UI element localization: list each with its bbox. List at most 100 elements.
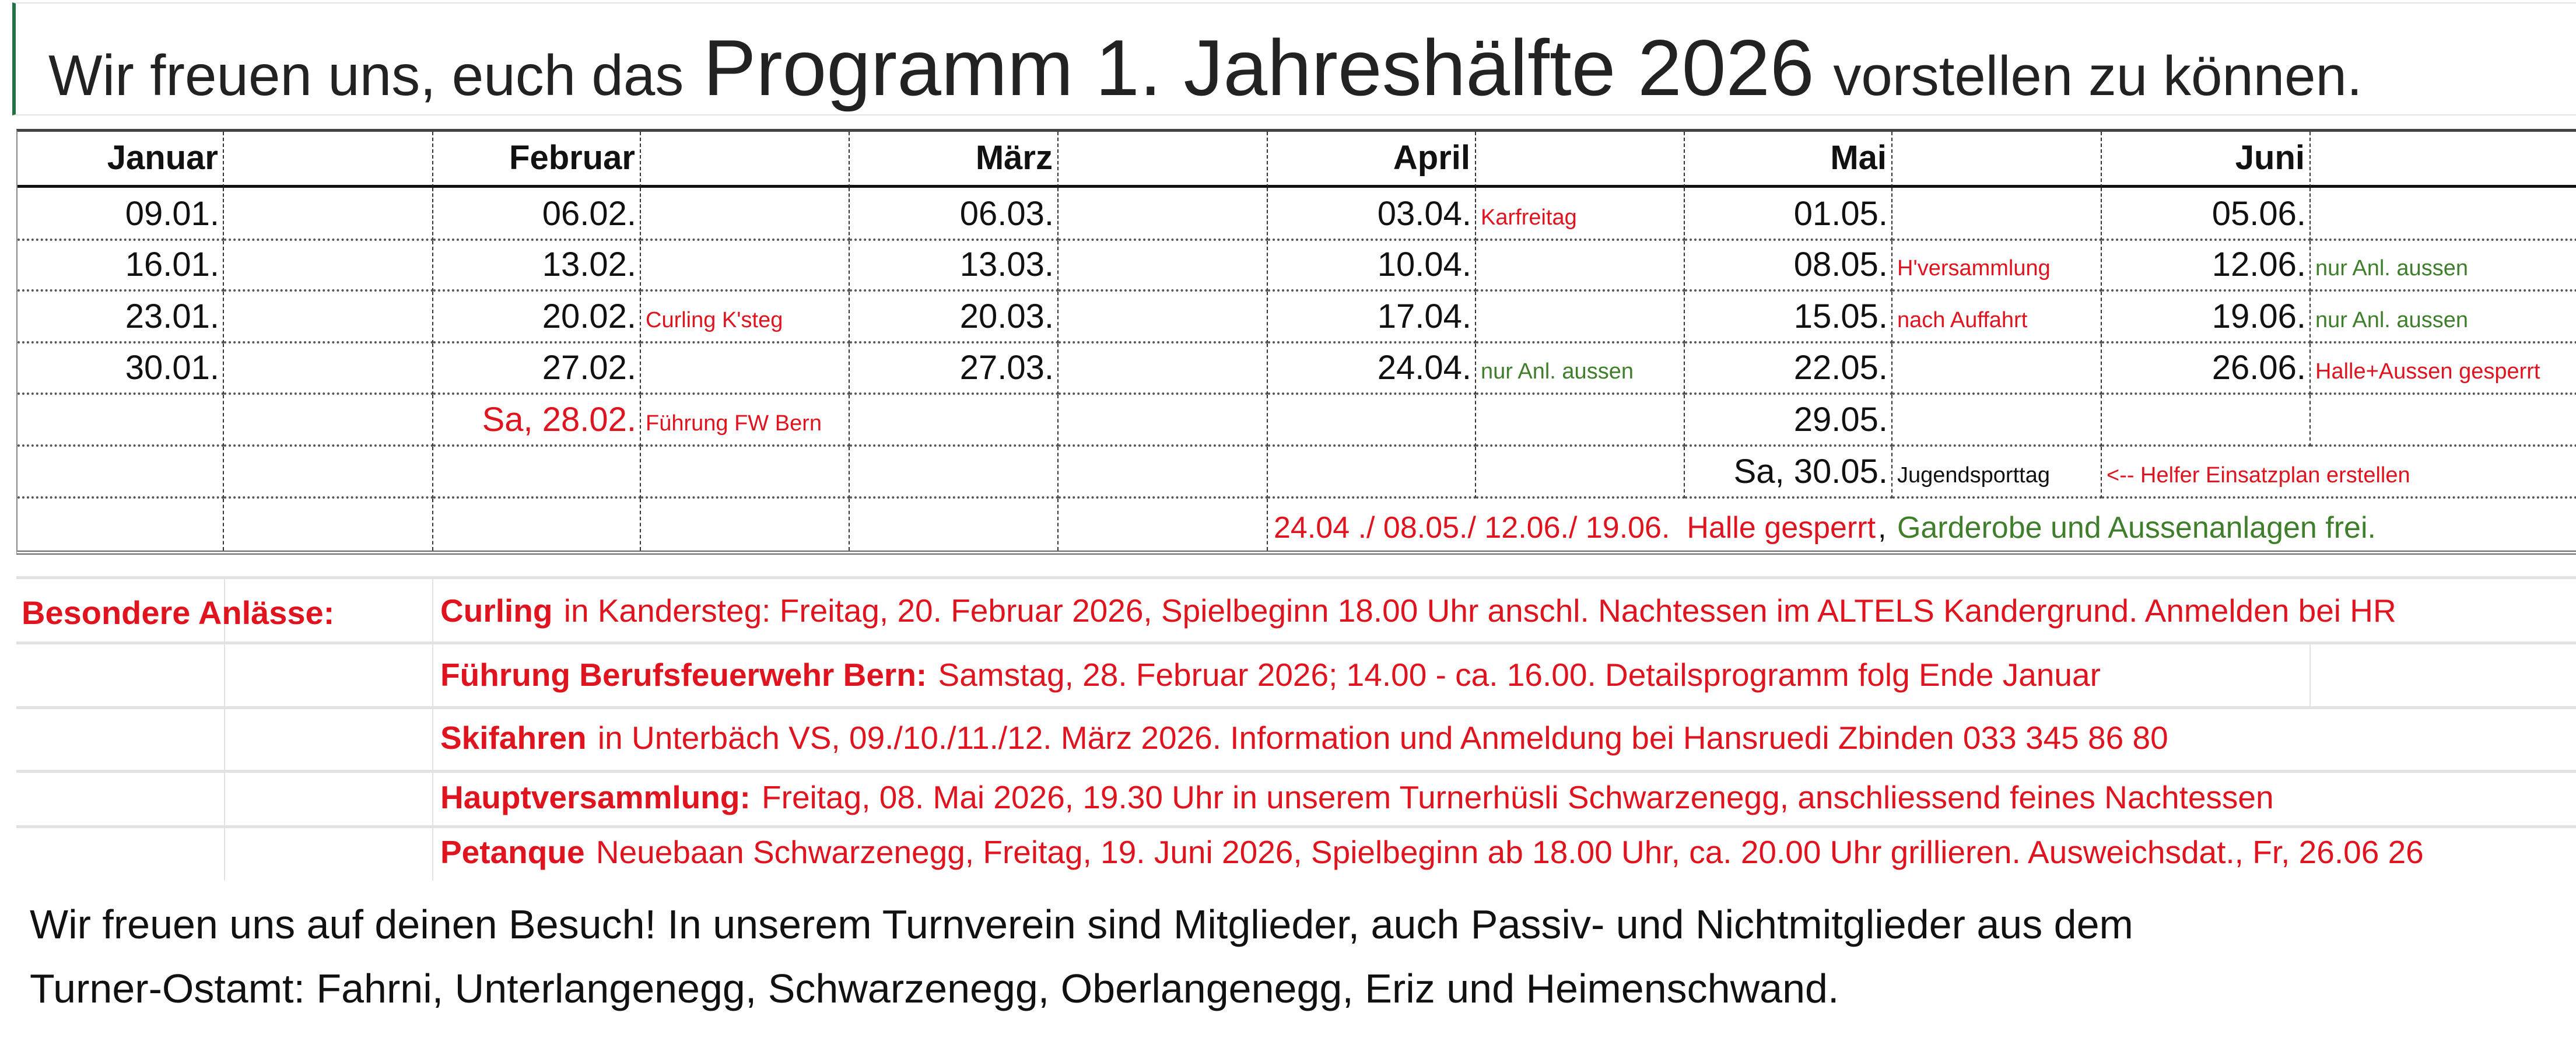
note-cell <box>224 344 433 395</box>
month-header: März <box>850 132 1059 188</box>
date-cell: 12.06. <box>2102 241 2311 292</box>
note-cell <box>1059 395 1268 447</box>
date-cell: 17.04. <box>1268 292 1476 344</box>
date-cell: 20.03. <box>850 292 1059 344</box>
note-text: nur Anl. aussen <box>1481 359 1634 384</box>
note-cell <box>1059 188 1268 241</box>
date-cell: 27.03. <box>850 344 1059 395</box>
date-cell: 09.01. <box>17 188 224 241</box>
note-cell <box>1059 447 1268 499</box>
title-banner: Wir freuen uns, euch das Programm 1. Jah… <box>12 2 2576 115</box>
title-program: Programm 1. Jahreshälfte 2026 <box>703 23 1814 112</box>
date-text: 27.03. <box>959 349 1054 387</box>
date-cell: Sa, 28.02. <box>433 395 641 447</box>
date-cell: 03.04. <box>1268 188 1476 241</box>
header-cell <box>1892 132 2102 188</box>
event-curling: Curling in Kandersteg: Freitag, 20. Febr… <box>440 591 2396 630</box>
date-cell <box>1268 395 1476 447</box>
date-cell: 05.06. <box>2102 188 2311 241</box>
note-cell: nach Auffahrt <box>1892 292 2102 344</box>
title-intro: Wir freuen uns, euch das <box>48 43 700 107</box>
date-cell: 13.03. <box>850 241 1059 292</box>
date-cell: 06.03. <box>850 188 1059 241</box>
date-cell: 27.02. <box>433 344 641 395</box>
date-text: 20.03. <box>959 297 1054 336</box>
date-text: 09.01. <box>125 195 219 233</box>
note-text: <-- Helfer Einsatzplan erstellen <box>2107 463 2410 488</box>
date-cell <box>850 447 1059 499</box>
date-text: 20.02. <box>542 297 636 336</box>
footer-line-1: Wir freuen uns auf deinen Besuch! In uns… <box>30 902 2133 947</box>
date-cell: 13.02. <box>433 241 641 292</box>
date-text: Sa, 30.05. <box>1733 453 1888 491</box>
date-cell: 10.04. <box>1268 241 1476 292</box>
event-hauptversammlung: Hauptversammlung: Freitag, 08. Mai 2026,… <box>440 778 2274 816</box>
note-text: Jugendsporttag <box>1897 463 2050 488</box>
event-details: Freitag, 08. Mai 2026, 19.30 Uhr in unse… <box>752 779 2274 815</box>
date-text: 22.05. <box>1793 349 1888 387</box>
note-text: nur Anl. aussen <box>2315 308 2468 333</box>
date-text: 05.06. <box>2211 195 2306 233</box>
event-petanque: Petanque Neuebaan Schwarzenegg, Freitag,… <box>440 833 2424 871</box>
date-text: 12.06. <box>2211 246 2306 284</box>
note-cell <box>224 188 433 241</box>
grid-line <box>2309 642 2311 706</box>
date-text: 08.05. <box>1793 246 1888 284</box>
date-text: 24.04. <box>1377 349 1471 387</box>
note-cell <box>224 395 433 447</box>
empty-cell <box>1059 499 1268 551</box>
date-text: 13.02. <box>542 246 636 284</box>
note-cell: nur Anl. aussen <box>2311 292 2576 344</box>
month-header: Juni <box>2102 132 2311 188</box>
date-cell: Sa, 30.05. <box>1685 447 1892 499</box>
note-cell: Halle+Aussen gesperrt <box>2311 344 2576 395</box>
date-cell <box>2102 395 2311 447</box>
note-cell <box>1892 344 2102 395</box>
note-cell <box>641 447 850 499</box>
note-cell <box>641 188 850 241</box>
date-cell <box>17 395 224 447</box>
date-cell <box>1268 447 1476 499</box>
month-header: April <box>1268 132 1476 188</box>
event-details: Samstag, 28. Februar 2026; 14.00 - ca. 1… <box>929 657 2101 693</box>
event-name: Petanque <box>440 834 585 870</box>
date-text: 23.01. <box>125 297 219 336</box>
date-text: 16.01. <box>125 246 219 284</box>
note-cell: Führung FW Bern <box>641 395 850 447</box>
date-cell: 06.02. <box>433 188 641 241</box>
note-cell <box>1059 241 1268 292</box>
note-text: nur Anl. aussen <box>2315 256 2468 281</box>
note-text: nach Auffahrt <box>1897 308 2028 333</box>
special-events-section: Besondere Anlässe: Curling in Kandersteg… <box>16 576 2576 881</box>
date-text: 29.05. <box>1793 401 1888 439</box>
note-cell <box>1476 292 1685 344</box>
empty-cell <box>433 499 641 551</box>
note-text: Führung FW Bern <box>646 411 822 436</box>
header-cell <box>224 132 433 188</box>
note-cell <box>641 241 850 292</box>
note-cell: nur Anl. aussen <box>1476 344 1685 395</box>
row-divider <box>16 770 2576 773</box>
note-cell: Karfreitag <box>1476 188 1685 241</box>
event-details: Neuebaan Schwarzenegg, Freitag, 19. Juni… <box>587 834 2424 870</box>
event-name: Curling <box>440 593 553 629</box>
note-cell <box>1476 395 1685 447</box>
note-cell <box>1892 395 2102 447</box>
note-cell <box>1476 447 1685 499</box>
date-text: Sa, 28.02. <box>482 401 636 439</box>
event-fuehrung: Führung Berufsfeuerwehr Bern: Samstag, 2… <box>440 656 2101 694</box>
event-name: Hauptversammlung: <box>440 779 751 815</box>
title-outro: vorstellen zu können. <box>1817 45 2363 107</box>
note-cell <box>1059 344 1268 395</box>
header-cell <box>1059 132 1268 188</box>
date-text: 15.05. <box>1793 297 1888 336</box>
row-divider <box>16 642 2576 644</box>
date-cell: 29.05. <box>1685 395 1892 447</box>
event-skifahren: Skifahren in Unterbäch VS, 09./10./11./1… <box>440 718 2168 757</box>
note-cell <box>2311 188 2576 241</box>
note-cell <box>224 447 433 499</box>
note-cell: Jugendsporttag <box>1892 447 2102 499</box>
date-cell: 30.01. <box>17 344 224 395</box>
date-text: 06.02. <box>542 195 636 233</box>
row-divider <box>16 825 2576 828</box>
